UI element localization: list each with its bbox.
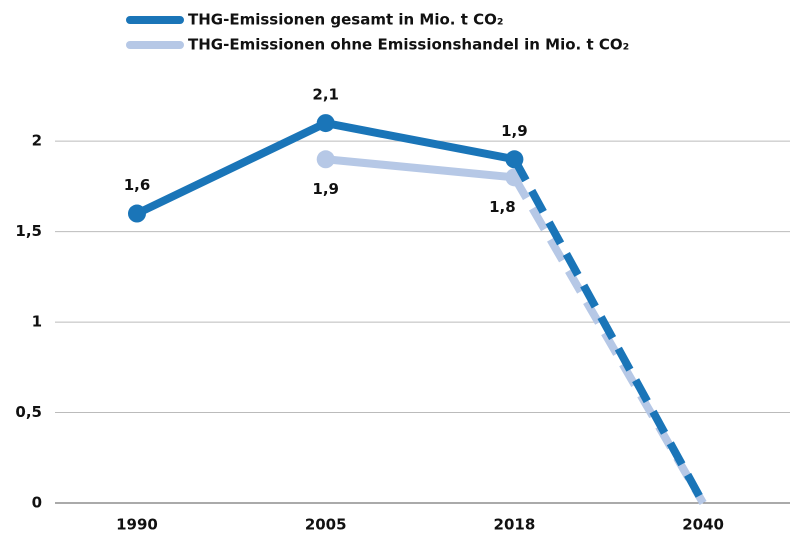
legend-label: THG-Emissionen ohne Emissionshandel in M… — [188, 36, 629, 54]
data-point — [316, 114, 335, 133]
legend-label: THG-Emissionen gesamt in Mio. t CO₂ — [188, 11, 503, 29]
data-label: 1,6 — [124, 176, 151, 194]
y-tick-label: 2 — [32, 132, 42, 150]
x-tick-label: 2040 — [682, 516, 724, 534]
data-label: 1,9 — [501, 122, 528, 140]
x-tick-label: 2005 — [305, 516, 347, 534]
data-label: 1,9 — [312, 180, 339, 198]
y-tick-label: 0,5 — [15, 403, 42, 421]
y-tick-label: 1,5 — [15, 222, 42, 240]
forecast-line — [510, 157, 707, 505]
x-tick-label: 2018 — [494, 516, 536, 534]
data-label: 1,8 — [489, 198, 516, 216]
forecast-line — [510, 175, 707, 506]
data-point — [128, 204, 146, 223]
data-point — [316, 150, 335, 169]
data-line — [325, 155, 515, 182]
y-tick-label: 0 — [32, 494, 42, 512]
data-point — [505, 150, 524, 169]
x-tick-label: 1990 — [116, 516, 158, 534]
data-label: 2,1 — [312, 86, 339, 104]
y-tick-label: 1 — [32, 313, 42, 331]
